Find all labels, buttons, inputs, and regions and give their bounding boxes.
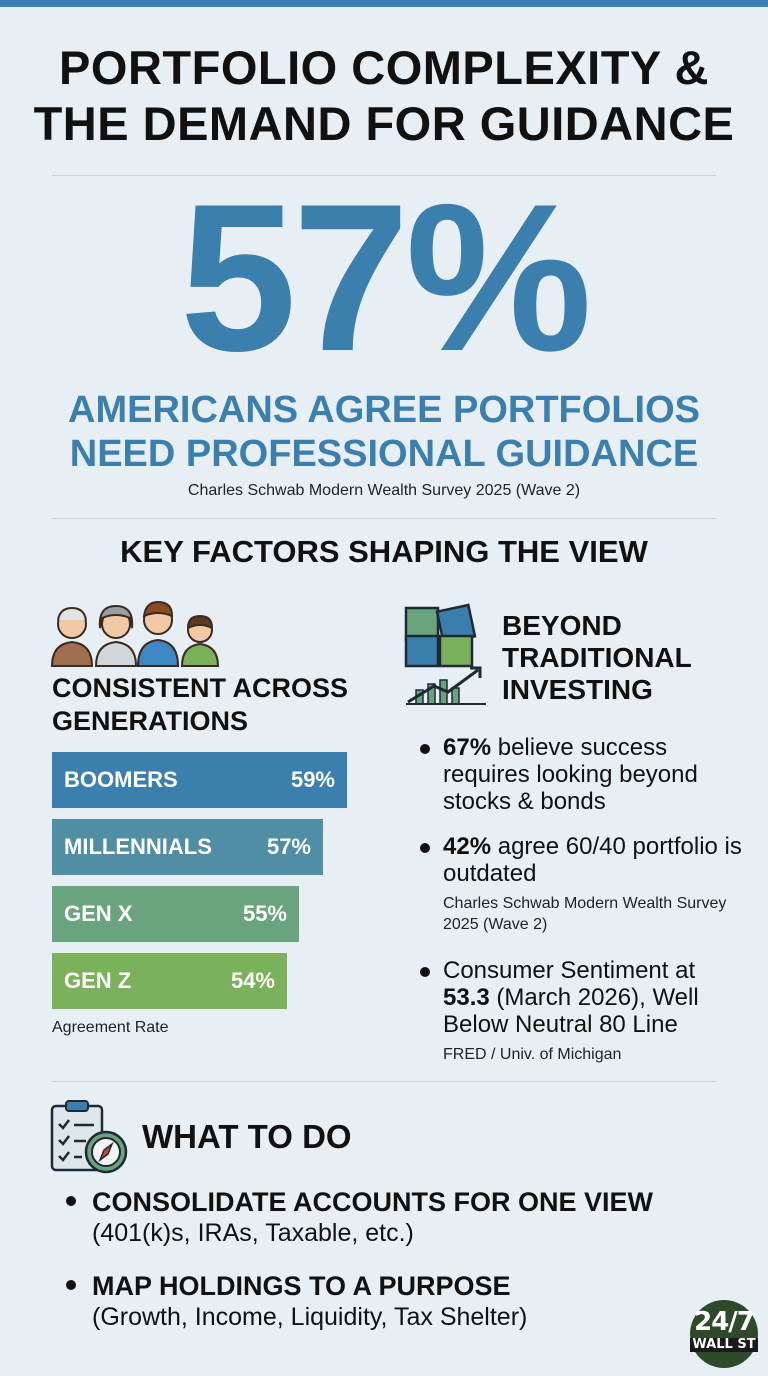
- todo-item-consolidate: CONSOLIDATE ACCOUNTS FOR ONE VIEW (401(k…: [66, 1186, 726, 1248]
- bar-gen-x: GEN X 55%: [52, 886, 299, 942]
- bullet-60-40-rest: agree 60/40 portfolio is outdated: [443, 833, 742, 887]
- todo-item-consolidate-title: CONSOLIDATE ACCOUNTS FOR ONE VIEW: [92, 1187, 654, 1217]
- generations-heading-line-1: CONSISTENT ACROSS: [52, 673, 349, 703]
- beyond-bullet-list: 67% believe success requires looking bey…: [418, 734, 748, 1065]
- bullet-60-40-source: Charles Schwab Modern Wealth Survey 2025…: [443, 895, 727, 933]
- hero-source: Charles Schwab Modern Wealth Survey 2025…: [187, 482, 581, 499]
- bullet-60-40-text: 42% agree 60/40 portfolio is outdated: [443, 833, 748, 887]
- bullet-alternatives-rest: believe success requires looking beyond …: [443, 734, 698, 815]
- brand-logo: 24/7 WALL ST: [690, 1300, 758, 1368]
- bar-category-label: GEN Z: [64, 968, 132, 993]
- divider-middle: [52, 518, 716, 519]
- hero-stat: 57%: [179, 160, 592, 395]
- todo-item-map-holdings-detail: (Growth, Income, Liquidity, Tax Shelter): [92, 1303, 528, 1331]
- beyond-heading-line-2: TRADITIONAL: [502, 642, 692, 673]
- bar-value-label: 59%: [290, 767, 335, 792]
- checklist-compass-icon: [50, 1100, 130, 1181]
- brand-logo-top: 24/7: [694, 1307, 755, 1337]
- chart-axis-label: Agreement Rate: [52, 1019, 169, 1036]
- bullet-60-40-stat: 42%: [443, 833, 492, 860]
- generations-heading: CONSISTENT ACROSS GENERATIONS: [52, 672, 382, 738]
- hero-headline-line-2: NEED PROFESSIONAL GUIDANCE: [69, 433, 699, 475]
- title-line-2: THE DEMAND FOR GUIDANCE: [33, 97, 735, 150]
- bullet-sentiment: Consumer Sentiment at 53.3 (March 2026),…: [418, 957, 748, 1065]
- hero-headline: AMERICANS AGREE PORTFOLIOS NEED PROFESSI…: [0, 388, 768, 476]
- divider-top: [52, 175, 716, 176]
- people-group-icon: [50, 598, 220, 673]
- bullet-alternatives: 67% believe success requires looking bey…: [418, 734, 748, 815]
- title-line-1: PORTFOLIO COMPLEXITY &: [59, 41, 709, 94]
- bar-boomers: BOOMERS 59%: [52, 752, 347, 808]
- generations-heading-line-2: GENERATIONS: [52, 706, 249, 736]
- todo-heading: WHAT TO DO: [142, 1118, 352, 1155]
- bullet-sentiment-pre: Consumer Sentiment at: [443, 957, 696, 984]
- top-accent-bar: [0, 0, 768, 7]
- bar-value-label: 55%: [242, 901, 287, 926]
- bullet-sentiment-stat: 53.3: [443, 984, 490, 1011]
- beyond-heading-line-3: INVESTING: [502, 674, 653, 705]
- bullet-sentiment-text: Consumer Sentiment at 53.3 (March 2026),…: [443, 957, 748, 1038]
- bullet-sentiment-source: FRED / Univ. of Michigan: [443, 1046, 622, 1063]
- hero-headline-line-1: AMERICANS AGREE PORTFOLIOS: [68, 389, 700, 431]
- divider-bottom: [52, 1081, 716, 1082]
- bar-millennials: MILLENNIALS 57%: [52, 819, 323, 875]
- puzzle-growth-icon: [404, 596, 488, 713]
- bullet-alternatives-text: 67% believe success requires looking bey…: [443, 734, 748, 815]
- bar-category-label: GEN X: [64, 901, 133, 926]
- bar-category-label: BOOMERS: [64, 767, 178, 792]
- section-title: KEY FACTORS SHAPING THE VIEW: [120, 534, 648, 569]
- page-title: PORTFOLIO COMPLEXITY & THE DEMAND FOR GU…: [0, 40, 768, 152]
- todo-item-map-holdings: MAP HOLDINGS TO A PURPOSE (Growth, Incom…: [66, 1270, 726, 1332]
- bar-gen-z: GEN Z 54%: [52, 953, 287, 1009]
- bar-category-label: MILLENNIALS: [64, 834, 212, 859]
- beyond-heading-line-1: BEYOND: [502, 610, 622, 641]
- beyond-heading: BEYOND TRADITIONAL INVESTING: [502, 610, 742, 706]
- bullet-60-40: 42% agree 60/40 portfolio is outdated Ch…: [418, 833, 748, 935]
- bullet-alternatives-stat: 67%: [443, 734, 492, 761]
- bar-value-label: 57%: [266, 834, 311, 859]
- brand-logo-bottom: WALL ST: [690, 1338, 758, 1352]
- todo-item-consolidate-detail: (401(k)s, IRAs, Taxable, etc.): [92, 1219, 414, 1247]
- todo-list: CONSOLIDATE ACCOUNTS FOR ONE VIEW (401(k…: [66, 1186, 726, 1354]
- bullet-sentiment-rest: (March 2026), Well Below Neutral 80 Line: [443, 984, 699, 1038]
- todo-item-map-holdings-title: MAP HOLDINGS TO A PURPOSE: [92, 1271, 511, 1301]
- bar-value-label: 54%: [230, 968, 275, 993]
